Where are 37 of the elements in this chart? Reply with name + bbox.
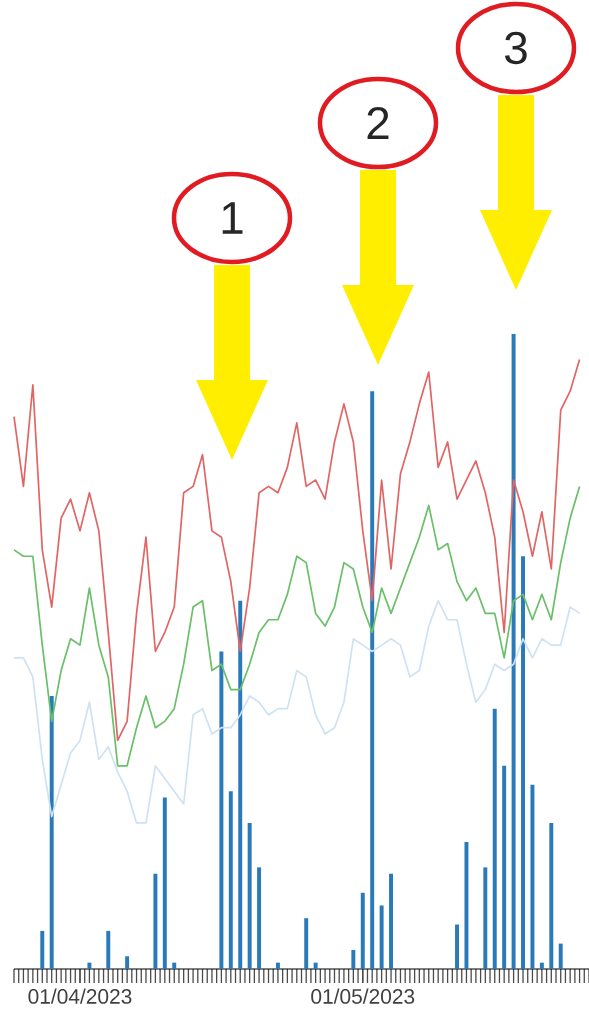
bar bbox=[379, 905, 384, 969]
bar bbox=[549, 822, 554, 969]
bar bbox=[228, 791, 233, 969]
bar bbox=[558, 943, 563, 969]
bar bbox=[162, 797, 167, 969]
bar bbox=[539, 962, 544, 969]
bar bbox=[87, 962, 92, 969]
bar bbox=[530, 784, 535, 969]
text: 3 bbox=[505, 31, 527, 65]
bar bbox=[464, 841, 469, 969]
bar bbox=[511, 333, 516, 969]
bar bbox=[247, 822, 252, 969]
bar bbox=[483, 867, 488, 969]
bar bbox=[40, 930, 45, 969]
bar bbox=[502, 765, 507, 969]
bar bbox=[304, 918, 309, 969]
bar bbox=[313, 962, 318, 969]
bar bbox=[125, 956, 130, 969]
bar bbox=[49, 695, 54, 969]
bar bbox=[492, 708, 497, 969]
text: 2 bbox=[367, 106, 389, 139]
bar bbox=[153, 873, 158, 969]
bar bbox=[521, 556, 525, 969]
bar bbox=[219, 651, 224, 969]
bar bbox=[455, 924, 460, 969]
text: 1 bbox=[222, 202, 243, 234]
x-tick-label: 01/05/2023 bbox=[311, 988, 415, 1004]
bar bbox=[106, 930, 111, 969]
bar bbox=[360, 892, 365, 969]
bar bbox=[172, 962, 177, 969]
bar bbox=[275, 962, 280, 969]
x-tick-label: 01/04/2023 bbox=[28, 988, 132, 1004]
bar bbox=[370, 391, 375, 969]
bar bbox=[351, 949, 356, 969]
bar bbox=[257, 867, 262, 969]
bar bbox=[238, 600, 243, 969]
bar bbox=[389, 873, 394, 969]
